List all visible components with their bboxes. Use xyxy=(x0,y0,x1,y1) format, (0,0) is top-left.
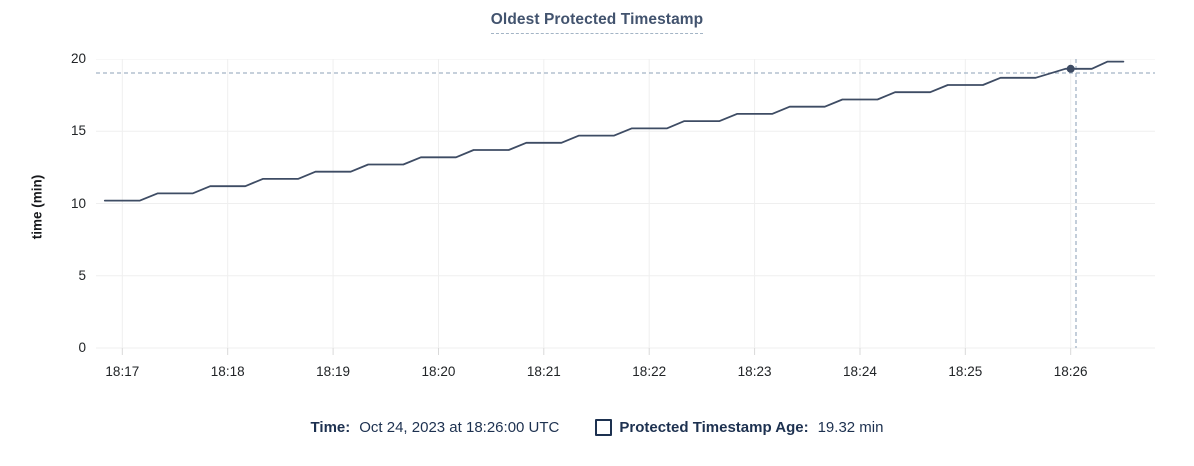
chart-plot-area[interactable] xyxy=(96,59,1155,359)
legend-time-value: Oct 24, 2023 at 18:26:00 UTC xyxy=(359,419,560,436)
chart-title-row: Oldest Protected Timestamp xyxy=(0,11,1194,34)
legend-series-toggle[interactable]: Protected Timestamp Age: 19.32 min xyxy=(595,419,883,436)
x-tick-label: 18:22 xyxy=(632,364,667,379)
x-tick-label: 18:26 xyxy=(1053,364,1088,379)
x-tick-label: 18:19 xyxy=(316,364,350,379)
legend-time-label: Time: xyxy=(310,419,351,436)
x-tick-label: 18:23 xyxy=(737,364,772,379)
legend-time: Time: Oct 24, 2023 at 18:26:00 UTC xyxy=(311,419,560,436)
x-tick-label: 18:24 xyxy=(843,364,877,379)
x-tick-label: 18:25 xyxy=(948,364,983,379)
series-line xyxy=(103,60,1125,202)
y-tick-label: 5 xyxy=(78,267,86,283)
y-tick-label: 15 xyxy=(70,123,86,139)
x-tick-label: 18:18 xyxy=(210,364,245,379)
legend-series-value: 19.32 min xyxy=(817,419,884,436)
hover-data-point-marker xyxy=(1066,64,1075,73)
series-checkbox-icon[interactable] xyxy=(595,419,613,436)
x-tick-label: 18:20 xyxy=(421,364,456,379)
x-tick-label: 18:21 xyxy=(526,364,561,379)
y-tick-label: 20 xyxy=(70,51,86,66)
chart-legend: Time: Oct 24, 2023 at 18:26:00 UTC Prote… xyxy=(0,419,1194,436)
y-tick-label: 0 xyxy=(78,340,86,355)
chart-title[interactable]: Oldest Protected Timestamp xyxy=(490,11,704,34)
y-tick-label: 10 xyxy=(70,195,86,211)
legend-series-label: Protected Timestamp Age: xyxy=(619,419,809,436)
x-tick-label: 18:17 xyxy=(105,364,140,379)
